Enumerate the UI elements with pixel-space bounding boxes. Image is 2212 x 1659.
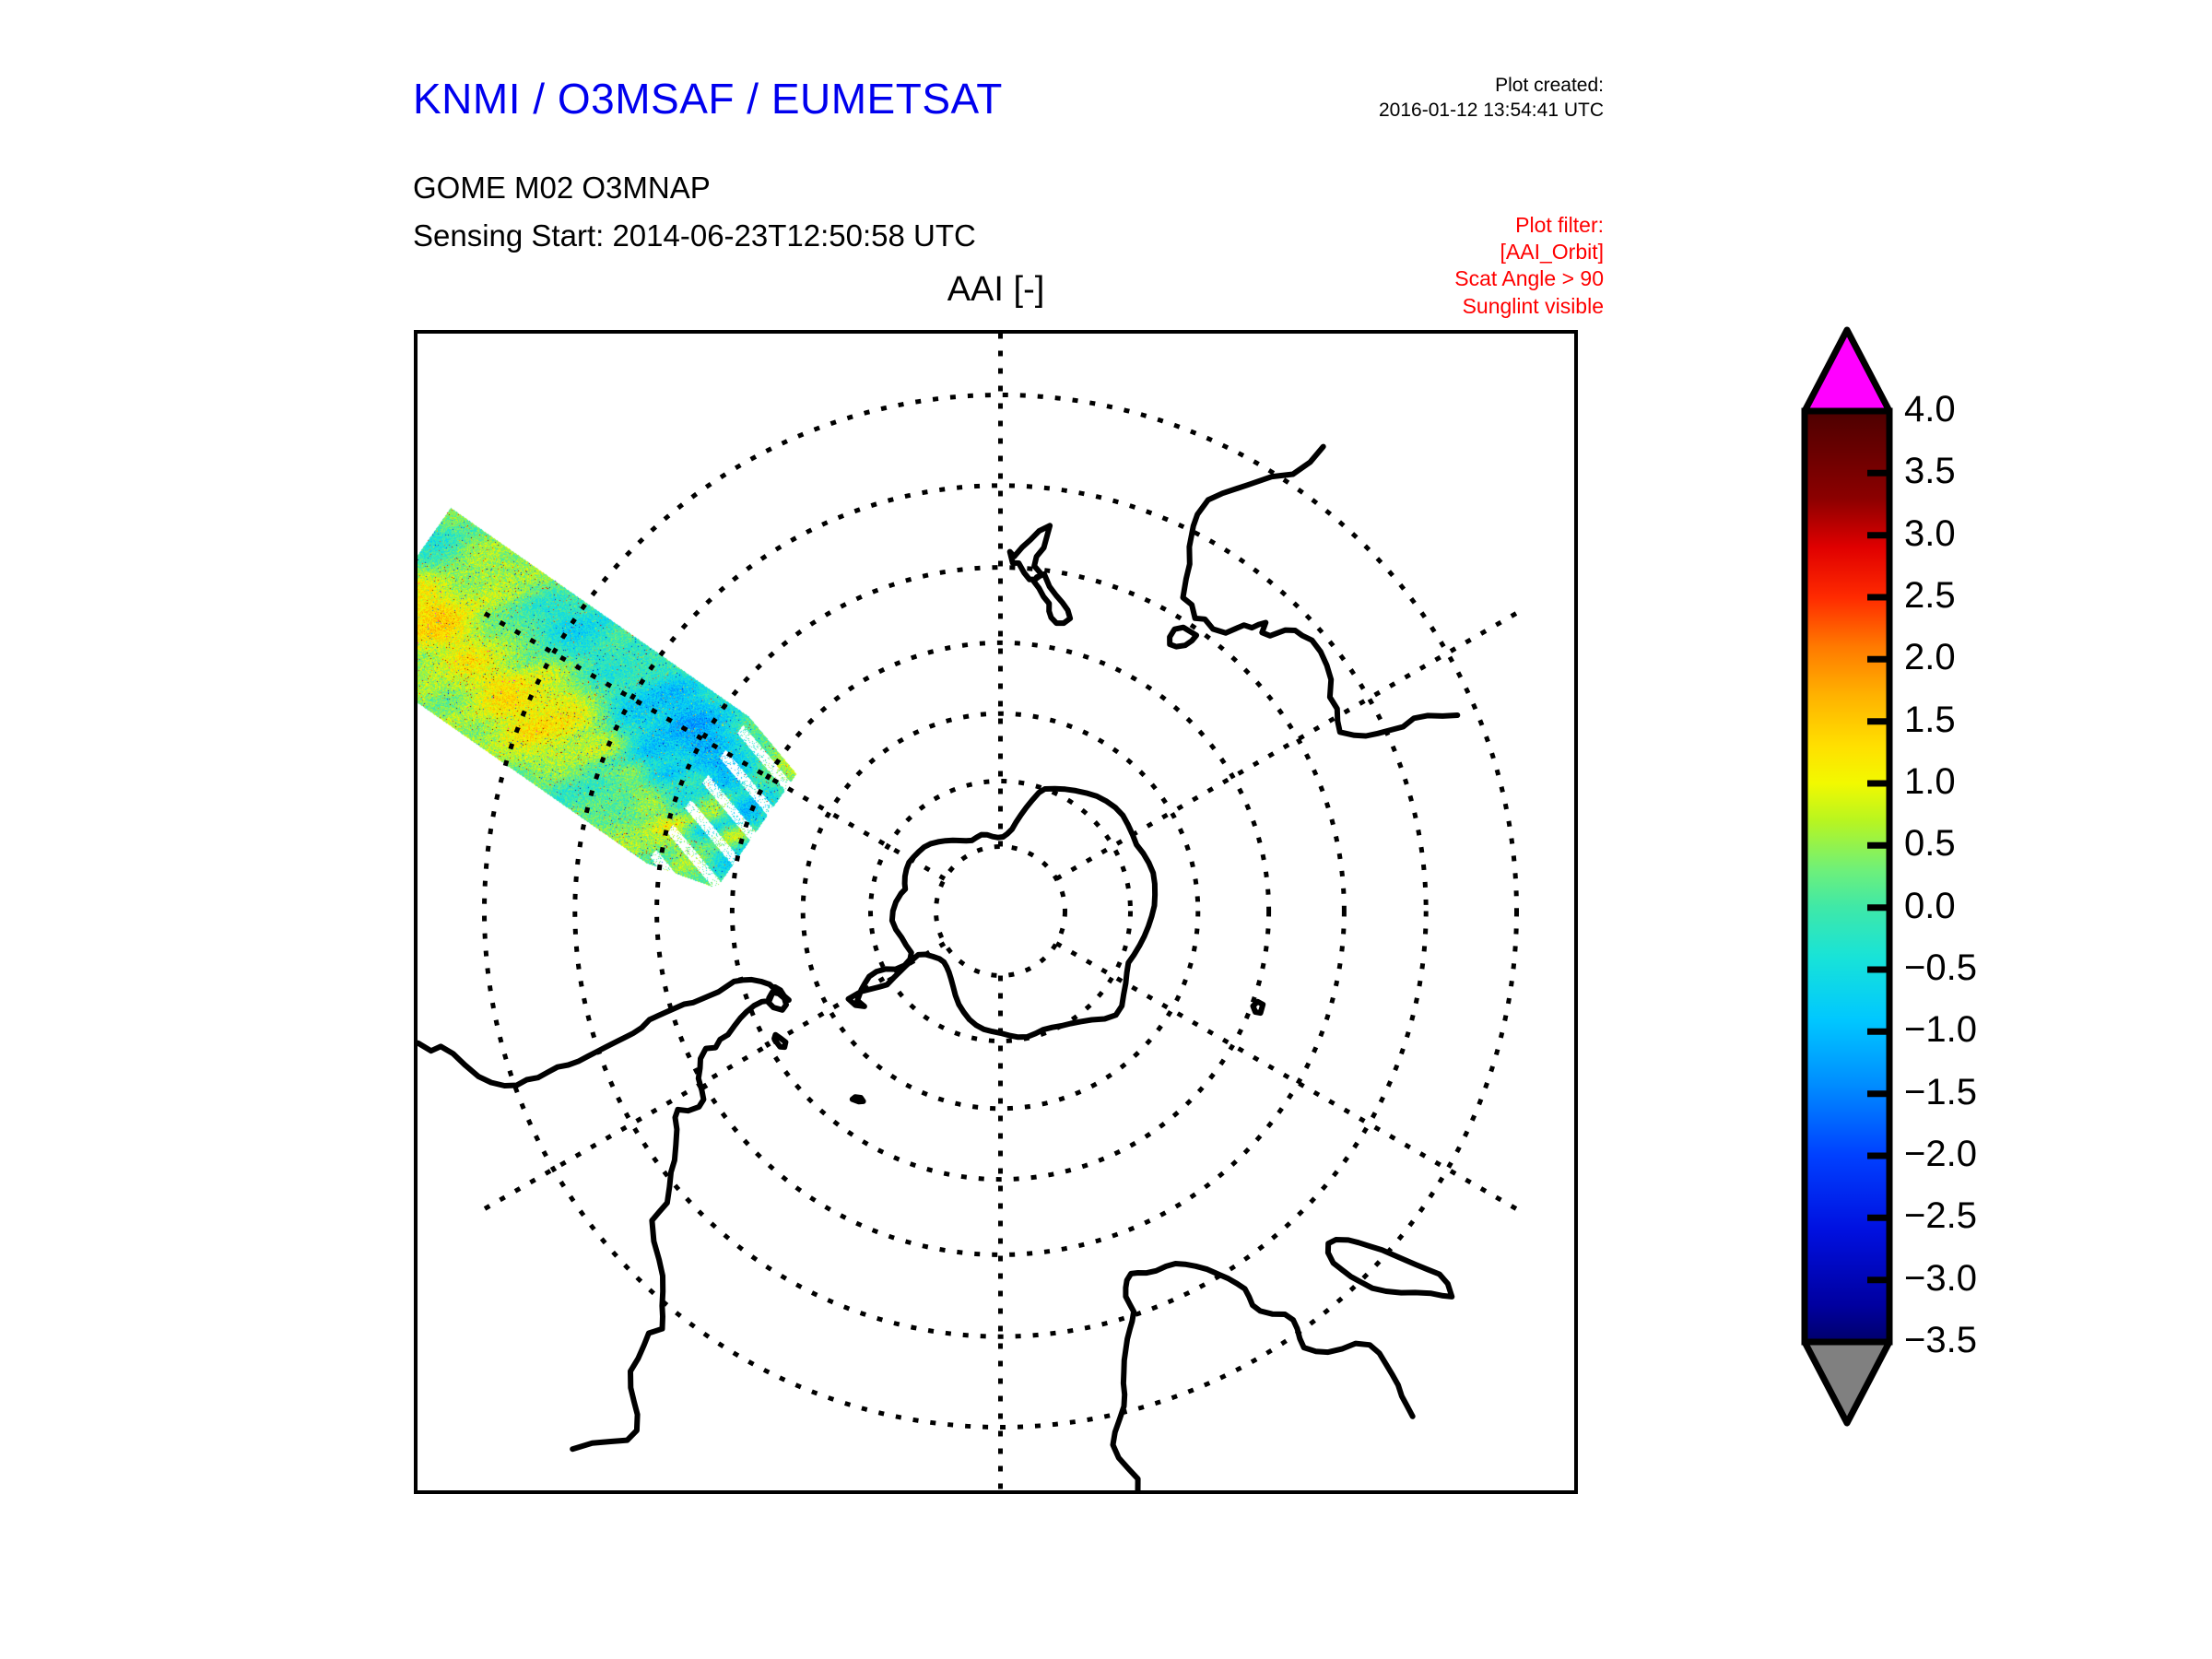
plot-title: AAI [-] [947, 270, 1045, 309]
meridian-line [1054, 610, 1519, 881]
coastline-africa-south [1110, 1261, 1416, 1490]
plot-created-label: Plot created: [1495, 75, 1604, 96]
latitude-circle [572, 483, 1429, 1339]
sensing-start: Sensing Start: 2014-06-23T12:50:58 UTC [413, 218, 976, 253]
colorbar-tick-label: 2.5 [1904, 575, 1956, 616]
latitude-circle [934, 844, 1067, 978]
plot-filter-scat: Scat Angle > 90 [1454, 266, 1604, 291]
latitude-circle [729, 640, 1272, 1182]
coastline-falklands [771, 1031, 789, 1051]
coastline-antarctica [845, 785, 1159, 1041]
colorbar-tick-label: 3.0 [1904, 512, 1956, 554]
colorbar-tick-label: −1.5 [1904, 1071, 1977, 1112]
colorbar-tick-label: 2.0 [1904, 637, 1956, 678]
latitude-circle [482, 393, 1519, 1430]
latitude-circle [868, 779, 1133, 1043]
colorbar-tick-label: 1.5 [1904, 699, 1956, 740]
coastline-tierra-del-fuego [765, 989, 789, 1013]
graticule [482, 334, 1519, 1490]
aai-swath-data [418, 334, 1574, 1490]
colorbar-tick-label: −0.5 [1904, 947, 1977, 988]
coastline-australia [1180, 443, 1461, 739]
coastline-south-america [418, 976, 792, 1453]
colorbar-body [1801, 407, 1893, 1346]
coastline-south-georgia [849, 1094, 866, 1105]
map-panel [414, 330, 1578, 1494]
colorbar-tick-label: 0.5 [1904, 823, 1956, 865]
colorbar-tick-label: −3.0 [1904, 1257, 1977, 1299]
colorbar-ticks [1867, 407, 1889, 1346]
colorbar-tick-label: 0.0 [1904, 885, 1956, 926]
colorbar-tick-label: 1.0 [1904, 761, 1956, 802]
map-overlay [418, 334, 1519, 1490]
latitude-circle [800, 711, 1201, 1112]
coastlines [418, 443, 1461, 1490]
meridian-line [482, 610, 947, 881]
dataset-name: GOME M02 O3MNAP [413, 171, 711, 205]
coastline-madagascar [1324, 1237, 1455, 1300]
plot-filter-name: [AAI_Orbit] [1500, 240, 1604, 265]
latitude-circle [654, 565, 1347, 1257]
plot-filter-block: Plot filter: [AAI_Orbit] Scat Angle > 90… [1300, 212, 1604, 320]
plot-created-block: Plot created: 2016-01-12 13:54:41 UTC [1226, 74, 1604, 124]
meridian-line [1054, 941, 1519, 1212]
colorbar-tick-label: 4.0 [1904, 389, 1956, 429]
colorbar-tick-label: −2.0 [1904, 1134, 1977, 1174]
plot-created-value: 2016-01-12 13:54:41 UTC [1379, 99, 1604, 121]
colorbar: 4.0 3.5 3.0 2.5 2.0 1.5 1.0 0.5 0.0 −0.5 −1.0 −1.5 −… [1795, 324, 2183, 1477]
organisation-title: KNMI / O3MSAF / EUMETSAT [413, 75, 1003, 123]
coastline-new-zealand-n [1006, 523, 1053, 582]
colorbar-tick-label: −3.5 [1904, 1320, 1977, 1360]
colorbar-over-arrow [1801, 326, 1893, 415]
coastline-new-zealand-s [1030, 571, 1074, 627]
colorbar-tick-label: −2.5 [1904, 1195, 1977, 1237]
colorbar-graphic [1801, 326, 1893, 1427]
plot-filter-label: Plot filter: [1515, 213, 1604, 237]
colorbar-tick-label: −1.0 [1904, 1009, 1977, 1051]
coastline-kerguelen [1250, 998, 1266, 1017]
colorbar-under-arrow [1801, 1338, 1893, 1427]
plot-filter-sunglint: Sunglint visible [1462, 293, 1604, 318]
coastline-tasmania [1167, 624, 1200, 650]
colorbar-tick-label: 3.5 [1904, 451, 1956, 492]
